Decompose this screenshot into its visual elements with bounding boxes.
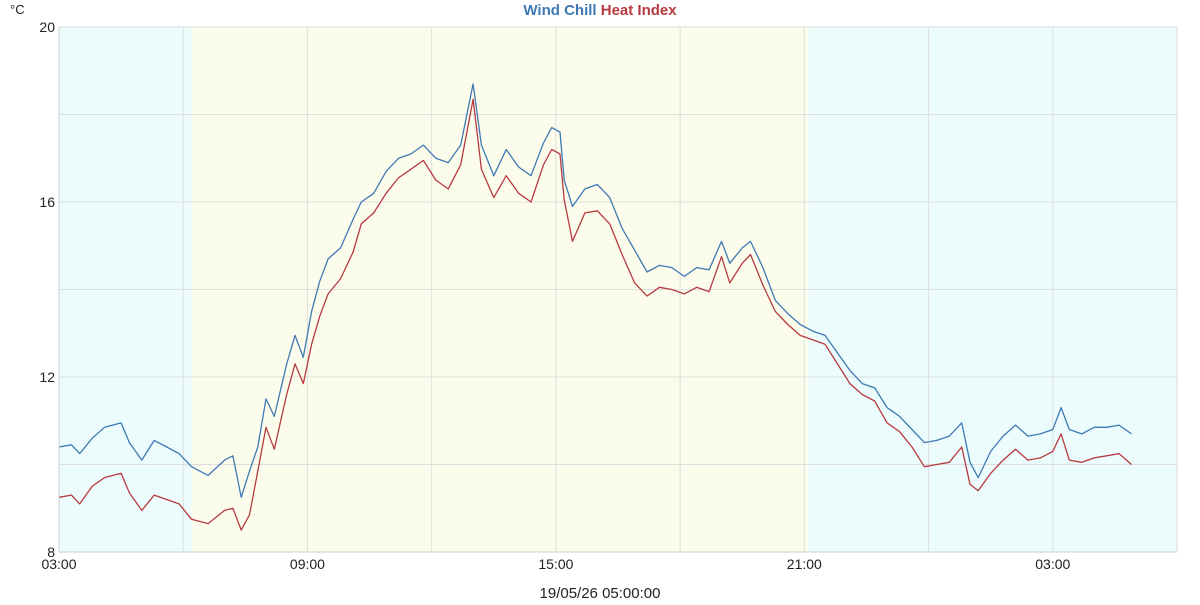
chart-title: Wind Chill Heat Index (523, 2, 677, 19)
series-line-wind-chill (58, 83, 1132, 498)
title-part-heat-index: Heat Index (597, 2, 678, 19)
y-tick-label: 16 (39, 194, 55, 210)
grid-lines (58, 26, 1178, 553)
x-tick-label: 21:00 (787, 556, 822, 572)
x-tick-label: 03:00 (41, 556, 76, 572)
x-axis-label: 19/05/26 05:00:00 (540, 585, 661, 600)
y-tick-label: 20 (39, 19, 55, 35)
title-part-wind-chill: Wind Chill (523, 2, 596, 19)
x-tick-label: 03:00 (1035, 556, 1070, 572)
x-tick-label: 15:00 (538, 556, 573, 572)
series-line-heat-index (58, 98, 1132, 531)
y-axis-unit: °C (10, 2, 25, 17)
series-lines (58, 83, 1132, 531)
y-tick-label: 12 (39, 369, 55, 385)
axes: 8 12 16 20 03:00 09:00 15:00 21:00 03:00 (39, 19, 1177, 572)
x-tick-label: 09:00 (290, 556, 325, 572)
y-tick-label: 8 (47, 544, 55, 560)
